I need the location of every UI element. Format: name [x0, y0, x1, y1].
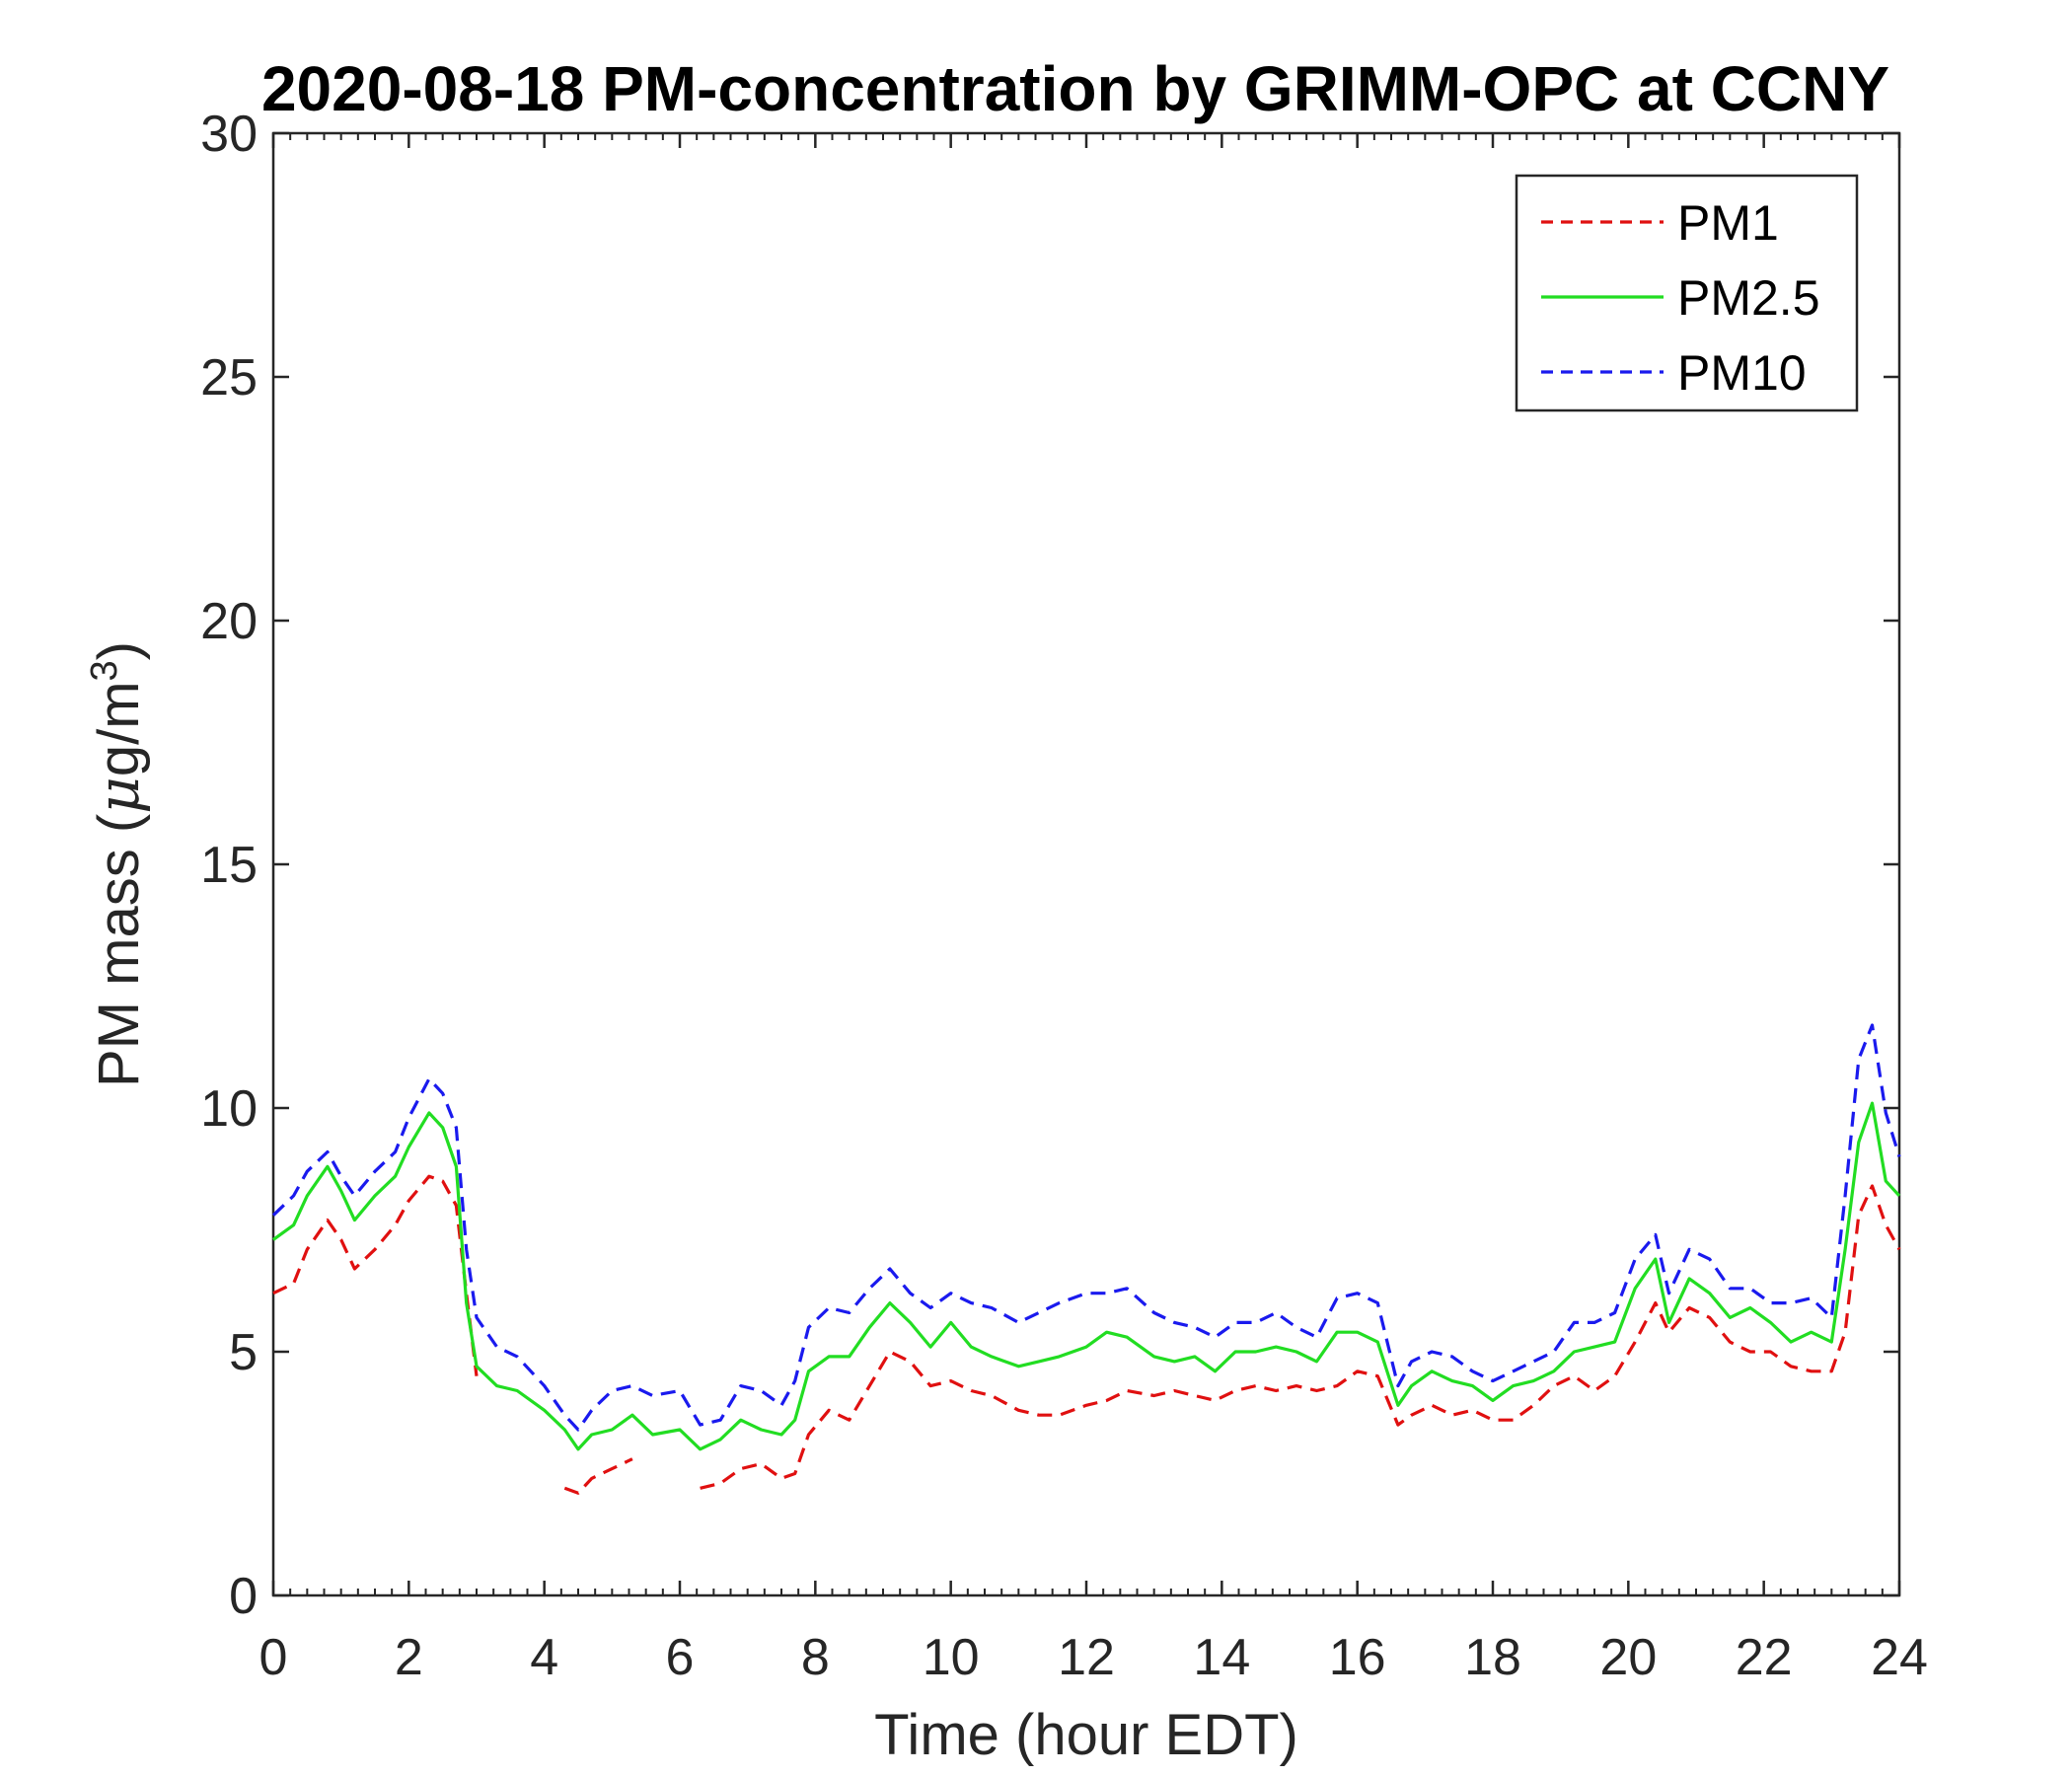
x-tick-label: 22	[1736, 1629, 1793, 1686]
series-line-pm2-5	[272, 1101, 1901, 1451]
y-tick-label: 0	[229, 1568, 258, 1625]
series-line-pm10	[271, 1023, 1901, 1432]
y-axis-label-unit: g/m	[87, 681, 151, 777]
y-tick-label: 15	[200, 837, 258, 894]
legend-items: PM1 PM2.5 PM10	[1541, 195, 1820, 401]
x-tick-label: 8	[801, 1629, 830, 1686]
x-tick-labels: 0 2 4 6 8 10 12 14 16 18 20 22 24	[259, 1629, 1928, 1686]
minor-ticks	[289, 133, 1884, 1595]
x-axis-label: Time (hour EDT)	[874, 1703, 1298, 1767]
y-tick-label: 20	[200, 593, 258, 650]
x-tick-label: 0	[259, 1629, 288, 1686]
y-axis-label-mu: μ	[85, 777, 152, 814]
major-ticks	[271, 131, 1901, 1597]
x-tick-label: 20	[1599, 1629, 1657, 1686]
y-tick-label: 5	[229, 1324, 258, 1381]
legend-label-pm10: PM10	[1677, 345, 1807, 401]
x-tick-label: 24	[1871, 1629, 1928, 1686]
y-axis-label-sup: 3	[84, 660, 125, 681]
y-tick-labels: 0 5 10 15 20 25 30	[200, 106, 258, 1625]
x-tick-label: 2	[395, 1629, 423, 1686]
y-tick-label: 25	[200, 349, 258, 407]
legend: PM1 PM2.5 PM10	[1515, 174, 1859, 412]
y-tick-label: 10	[200, 1080, 258, 1138]
x-tick-label: 16	[1329, 1629, 1386, 1686]
series-line-pm1	[272, 1174, 1901, 1495]
y-axis-label-close: )	[87, 641, 151, 660]
series-layer	[271, 1023, 1901, 1495]
y-tick-label: 30	[200, 106, 258, 163]
legend-box	[1515, 174, 1859, 412]
x-tick-label: 10	[923, 1629, 980, 1686]
x-tick-label: 18	[1464, 1629, 1521, 1686]
x-tick-label: 6	[666, 1629, 695, 1686]
y-axis-label: PM mass (μg/m3)	[84, 641, 152, 1087]
legend-label-pm2-5: PM2.5	[1677, 270, 1820, 326]
x-tick-label: 14	[1193, 1629, 1250, 1686]
legend-label-pm1: PM1	[1677, 195, 1779, 251]
x-tick-label: 12	[1058, 1629, 1115, 1686]
x-tick-label: 4	[530, 1629, 558, 1686]
chart-title: 2020-08-18 PM-concentration by GRIMM-OPC…	[261, 53, 1889, 124]
y-axis-label-main: PM mass (	[87, 814, 151, 1087]
